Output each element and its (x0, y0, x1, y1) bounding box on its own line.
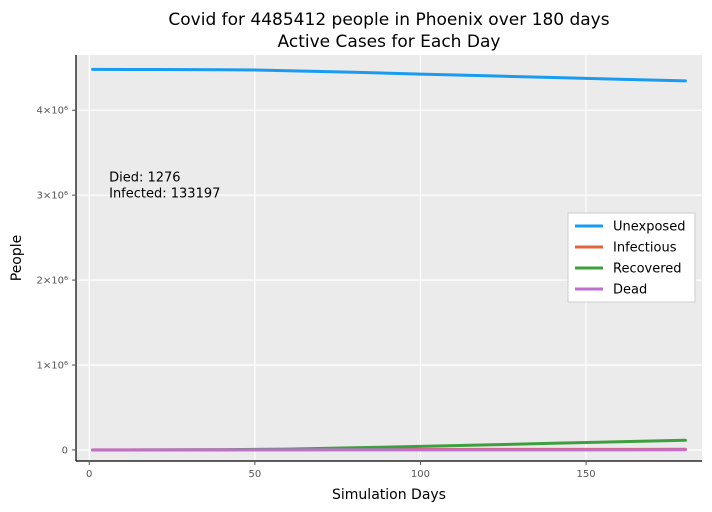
stats-annotation: Died: 1276 Infected: 133197 (109, 171, 220, 202)
legend-label-unexposed: Unexposed (613, 220, 685, 235)
y-axis-label: People (9, 235, 25, 282)
x-tick-label: 100 (411, 469, 430, 480)
y-tick-labels: 0 1×10⁶ 2×10⁶ 3×10⁶ 4×10⁶ (37, 106, 76, 456)
legend: Unexposed Infectious Recovered Dead (567, 212, 696, 303)
chart-title: Covid for 4485412 people in Phoenix over… (168, 10, 609, 30)
died-annotation: Died: 1276 (109, 171, 180, 186)
y-tick-label: 4×10⁶ (37, 106, 68, 117)
x-axis-label: Simulation Days (332, 487, 446, 503)
y-tick-label: 3×10⁶ (37, 191, 68, 202)
y-tick-label: 1×10⁶ (37, 361, 68, 372)
x-tick-labels: 0 50 100 150 (86, 461, 596, 480)
infected-annotation: Infected: 133197 (109, 187, 220, 202)
y-tick-label: 2×10⁶ (37, 276, 68, 287)
legend-label-infectious: Infectious (613, 241, 677, 256)
series-lines (91, 67, 687, 452)
y-tick-label: 0 (62, 445, 68, 456)
x-tick-label: 50 (248, 469, 261, 480)
legend-label-dead: Dead (613, 283, 647, 298)
legend-box (567, 212, 696, 303)
chart-subtitle: Active Cases for Each Day (278, 32, 501, 52)
series-line-unexposed (91, 67, 687, 83)
x-tick-label: 0 (86, 469, 92, 480)
x-tick-label: 150 (577, 469, 596, 480)
legend-label-recovered: Recovered (613, 262, 682, 277)
